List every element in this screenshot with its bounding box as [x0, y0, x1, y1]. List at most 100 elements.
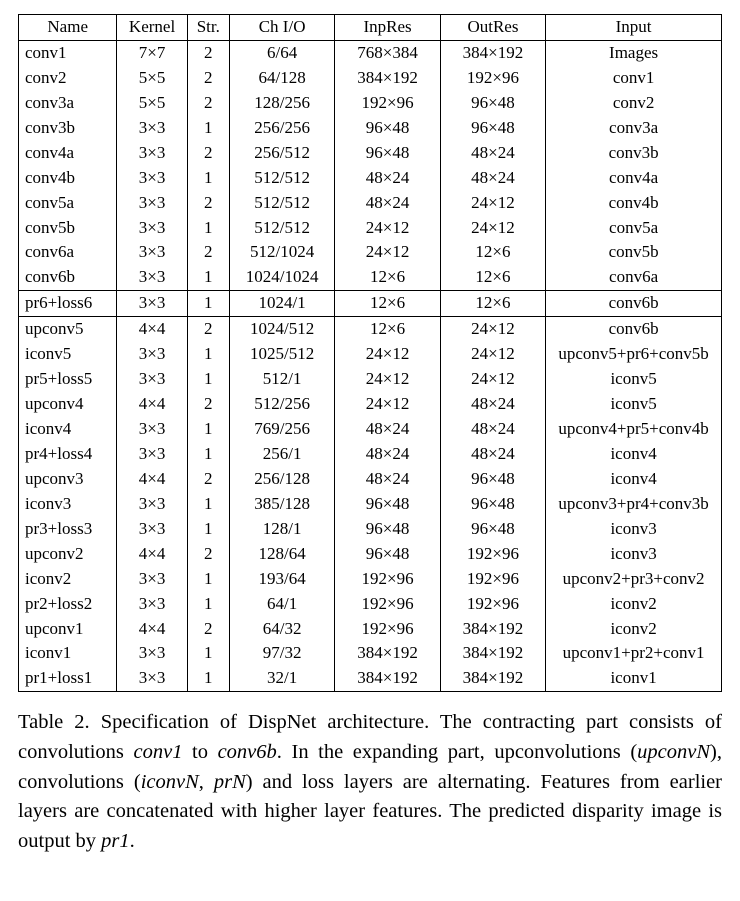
table-row: conv5b3×31512/51224×1224×12conv5a: [19, 216, 722, 241]
table-cell-outres: 24×12: [440, 367, 545, 392]
table-cell-outres: 48×24: [440, 166, 545, 191]
table-cell-name: conv2: [19, 66, 117, 91]
table-cell-input: conv3b: [546, 141, 722, 166]
table-cell-outres: 96×48: [440, 116, 545, 141]
table-cell-outres: 192×96: [440, 542, 545, 567]
caption-text-1: to: [182, 741, 217, 763]
table-cell-chio: 64/32: [229, 617, 334, 642]
table-cell-input: conv3a: [546, 116, 722, 141]
table-cell-outres: 192×96: [440, 567, 545, 592]
table-cell-chio: 64/128: [229, 66, 334, 91]
table-cell-chio: 6/64: [229, 40, 334, 65]
table-row: iconv43×31769/25648×2448×24upconv4+pr5+c…: [19, 417, 722, 442]
table-cell-input: iconv2: [546, 592, 722, 617]
table-header-cell: Name: [19, 15, 117, 41]
table-cell-kernel: 4×4: [117, 467, 187, 492]
table-cell-name: upconv2: [19, 542, 117, 567]
caption-ital-4: prN: [214, 771, 246, 793]
table-cell-input: iconv2: [546, 617, 722, 642]
table-cell-input: conv4b: [546, 191, 722, 216]
table-cell-input: upconv5+pr6+conv5b: [546, 342, 722, 367]
table-cell-input: upconv4+pr5+conv4b: [546, 417, 722, 442]
table-cell-kernel: 3×3: [117, 567, 187, 592]
table-cell-kernel: 7×7: [117, 40, 187, 65]
table-row: iconv23×31193/64192×96192×96upconv2+pr3+…: [19, 567, 722, 592]
table-cell-str: 1: [187, 342, 229, 367]
table-cell-kernel: 3×3: [117, 517, 187, 542]
table-row: conv4b3×31512/51248×2448×24conv4a: [19, 166, 722, 191]
table-row: upconv34×42256/12848×2496×48iconv4: [19, 467, 722, 492]
table-cell-inpres: 48×24: [335, 191, 440, 216]
table-cell-inpres: 48×24: [335, 417, 440, 442]
table-cell-input: iconv5: [546, 367, 722, 392]
table-cell-kernel: 3×3: [117, 417, 187, 442]
table-cell-name: iconv1: [19, 641, 117, 666]
table-cell-kernel: 3×3: [117, 191, 187, 216]
table-cell-kernel: 5×5: [117, 66, 187, 91]
table-cell-kernel: 4×4: [117, 317, 187, 342]
table-header-cell: Input: [546, 15, 722, 41]
table-cell-str: 2: [187, 141, 229, 166]
table-row: iconv33×31385/12896×4896×48upconv3+pr4+c…: [19, 492, 722, 517]
table-cell-outres: 384×192: [440, 666, 545, 691]
table-cell-chio: 769/256: [229, 417, 334, 442]
table-cell-str: 1: [187, 442, 229, 467]
table-cell-outres: 48×24: [440, 141, 545, 166]
table-cell-str: 1: [187, 492, 229, 517]
table-cell-kernel: 3×3: [117, 141, 187, 166]
table-cell-outres: 48×24: [440, 442, 545, 467]
caption-ital-2: upconvN: [637, 741, 710, 763]
table-cell-str: 1: [187, 265, 229, 290]
table-cell-name: pr4+loss4: [19, 442, 117, 467]
table-cell-inpres: 192×96: [335, 91, 440, 116]
table-cell-input: Images: [546, 40, 722, 65]
table-cell-chio: 512/512: [229, 216, 334, 241]
caption-label: Table 2.: [18, 711, 90, 733]
table-cell-str: 1: [187, 291, 229, 317]
table-cell-name: conv3b: [19, 116, 117, 141]
table-cell-name: conv4b: [19, 166, 117, 191]
table-cell-outres: 24×12: [440, 317, 545, 342]
table-cell-inpres: 96×48: [335, 492, 440, 517]
table-cell-input: upconv3+pr4+conv3b: [546, 492, 722, 517]
table-cell-input: iconv4: [546, 467, 722, 492]
table-cell-kernel: 4×4: [117, 542, 187, 567]
table-cell-kernel: 3×3: [117, 492, 187, 517]
table-row: iconv13×3197/32384×192384×192upconv1+pr2…: [19, 641, 722, 666]
table-header-cell: Str.: [187, 15, 229, 41]
table-cell-inpres: 192×96: [335, 567, 440, 592]
table-cell-chio: 256/1: [229, 442, 334, 467]
table-row: conv17×726/64768×384384×192Images: [19, 40, 722, 65]
table-cell-name: iconv5: [19, 342, 117, 367]
table-cell-inpres: 12×6: [335, 291, 440, 317]
caption-ital-0: conv1: [134, 741, 183, 763]
table-row: conv3a5×52128/256192×9696×48conv2: [19, 91, 722, 116]
table-cell-input: conv2: [546, 91, 722, 116]
caption-text-4: ,: [199, 771, 214, 793]
table-cell-inpres: 12×6: [335, 265, 440, 290]
table-row: upconv24×42128/6496×48192×96iconv3: [19, 542, 722, 567]
table-cell-chio: 1024/1024: [229, 265, 334, 290]
table-cell-name: conv4a: [19, 141, 117, 166]
table-cell-inpres: 24×12: [335, 367, 440, 392]
table-cell-inpres: 48×24: [335, 467, 440, 492]
table-cell-name: iconv4: [19, 417, 117, 442]
table-cell-str: 2: [187, 317, 229, 342]
table-row: pr3+loss33×31128/196×4896×48iconv3: [19, 517, 722, 542]
table-cell-outres: 384×192: [440, 40, 545, 65]
table-cell-chio: 97/32: [229, 641, 334, 666]
table-cell-input: conv5b: [546, 240, 722, 265]
table-row: pr1+loss13×3132/1384×192384×192iconv1: [19, 666, 722, 691]
table-row: conv4a3×32256/51296×4848×24conv3b: [19, 141, 722, 166]
table-row: conv3b3×31256/25696×4896×48conv3a: [19, 116, 722, 141]
table-cell-input: upconv2+pr3+conv2: [546, 567, 722, 592]
table-cell-outres: 96×48: [440, 517, 545, 542]
table-cell-inpres: 48×24: [335, 166, 440, 191]
table-cell-str: 2: [187, 191, 229, 216]
table-cell-inpres: 24×12: [335, 216, 440, 241]
table-cell-kernel: 5×5: [117, 91, 187, 116]
dispnet-spec-table: NameKernelStr.Ch I/OInpResOutResInput co…: [18, 14, 722, 692]
table-cell-chio: 512/1024: [229, 240, 334, 265]
table-cell-inpres: 24×12: [335, 342, 440, 367]
table-cell-kernel: 4×4: [117, 392, 187, 417]
